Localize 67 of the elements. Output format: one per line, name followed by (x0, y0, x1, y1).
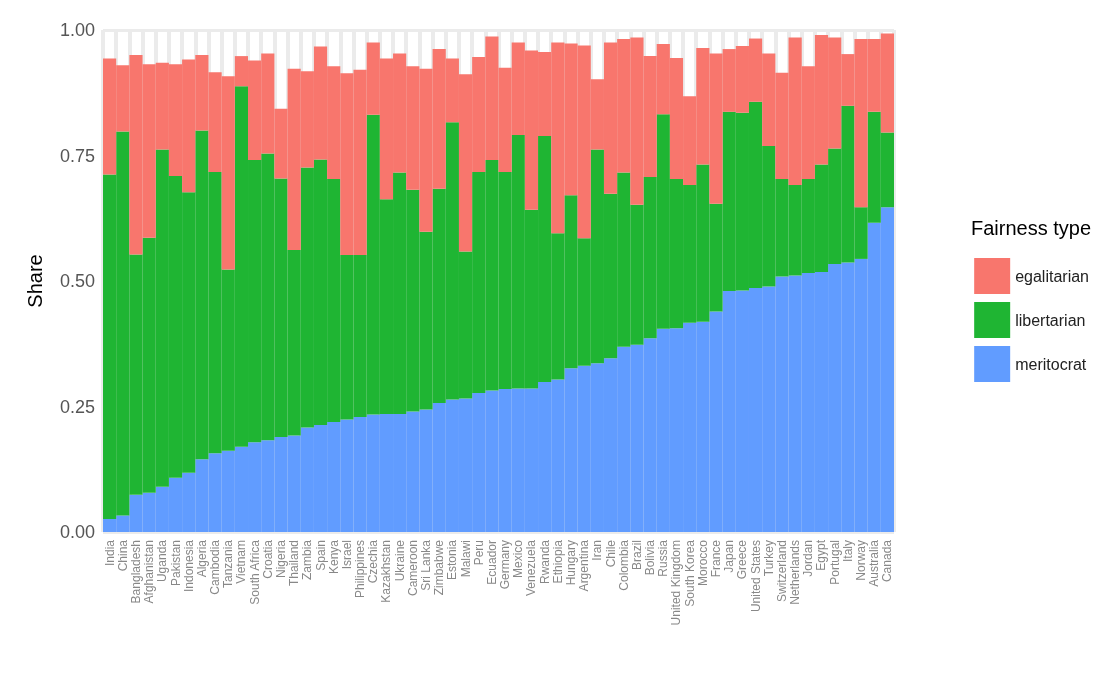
x-tick-label: France (709, 539, 724, 578)
x-tick-label: Argentina (577, 539, 592, 592)
x-tick-label: Tanzania (221, 539, 236, 589)
x-tick-label: Netherlands (788, 540, 803, 605)
x-tick-label: China (115, 539, 130, 572)
x-tick-label: Greece (735, 539, 750, 580)
x-tick-label: Egypt (814, 539, 829, 571)
x-tick-label: Russia (656, 539, 671, 577)
x-tick-label: Jordan (801, 540, 816, 577)
x-tick-label: Indonesia (181, 539, 196, 593)
x-tick-label: South Africa (247, 539, 262, 605)
legend-label: meritocrat (1015, 355, 1087, 373)
x-tick-label: Japan (722, 540, 737, 573)
x-tick-label: Malawi (458, 540, 473, 578)
x-tick-label: India (102, 539, 117, 567)
x-tick-label: Spain (313, 540, 328, 571)
y-axis-title: Share (24, 254, 46, 308)
x-tick-label: Kenya (326, 539, 341, 575)
x-tick-label: Sri Lanka (418, 539, 433, 591)
x-tick-label: Estonia (445, 539, 460, 581)
legend-title: Fairness type (970, 217, 1092, 239)
x-tick-label: Norway (854, 540, 869, 581)
x-tick-label: Brazil (629, 540, 644, 571)
x-tick-label: Ethiopia (550, 539, 565, 584)
x-tick-label: Afghanistan (142, 540, 157, 604)
y-tick-label: 1.00 (59, 20, 95, 40)
x-tick-label: Hungary (564, 540, 579, 586)
x-tick-label: United Kingdom (669, 540, 684, 626)
x-tick-label: Mexico (511, 539, 526, 579)
y-tick-label: 0.00 (59, 522, 95, 542)
x-tick-label: Chile (603, 539, 618, 568)
x-tick-label: Venezuela (524, 539, 539, 597)
x-tick-label: Pakistan (168, 540, 183, 587)
y-tick-label: 0.50 (59, 271, 95, 291)
y-tick-label: 0.75 (59, 145, 95, 166)
x-tick-label: Cameroon (405, 540, 420, 597)
x-tick-label: Ukraine (392, 539, 407, 582)
x-tick-label: Portugal (827, 540, 842, 585)
x-tick-label: Vietnam (234, 540, 249, 584)
x-tick-label: Zambia (300, 539, 315, 581)
x-tick-label: Ecuador (484, 540, 499, 585)
x-tick-label: Uganda (155, 539, 170, 583)
x-tick-label: Rwanda (537, 539, 552, 585)
x-tick-label: Bolivia (643, 539, 658, 576)
x-tick-label: South Korea (682, 539, 697, 607)
x-tick-label: Nigeria (273, 539, 288, 579)
x-tick-label: Thailand (287, 540, 302, 587)
x-tick-label: Canada (880, 539, 895, 583)
x-tick-label: Czechia (366, 539, 381, 584)
x-tick-label: Germany (498, 540, 513, 590)
x-tick-label: Algeria (194, 539, 209, 578)
legend-label: egalitarian (1015, 267, 1089, 285)
y-tick-label: 0.25 (59, 396, 95, 417)
x-tick-label: Croatia (260, 539, 275, 579)
x-tick-label: Bangladesh (128, 540, 143, 604)
x-tick-label: Kazakhstan (379, 540, 394, 603)
x-tick-label: United States (748, 540, 763, 613)
x-tick-label: Iran (590, 540, 605, 561)
x-tick-label: Turkey (761, 540, 776, 577)
x-tick-label: Zimbabwe (432, 539, 447, 596)
x-tick-label: Colombia (616, 539, 631, 591)
x-tick-label: Philippines (353, 540, 368, 599)
x-tick-label: Cambodia (208, 539, 223, 595)
legend-label: libertarian (1015, 311, 1086, 329)
x-tick-label: Peru (471, 540, 486, 566)
x-tick-label: Morocco (695, 539, 710, 587)
x-tick-label: Australia (867, 539, 882, 587)
